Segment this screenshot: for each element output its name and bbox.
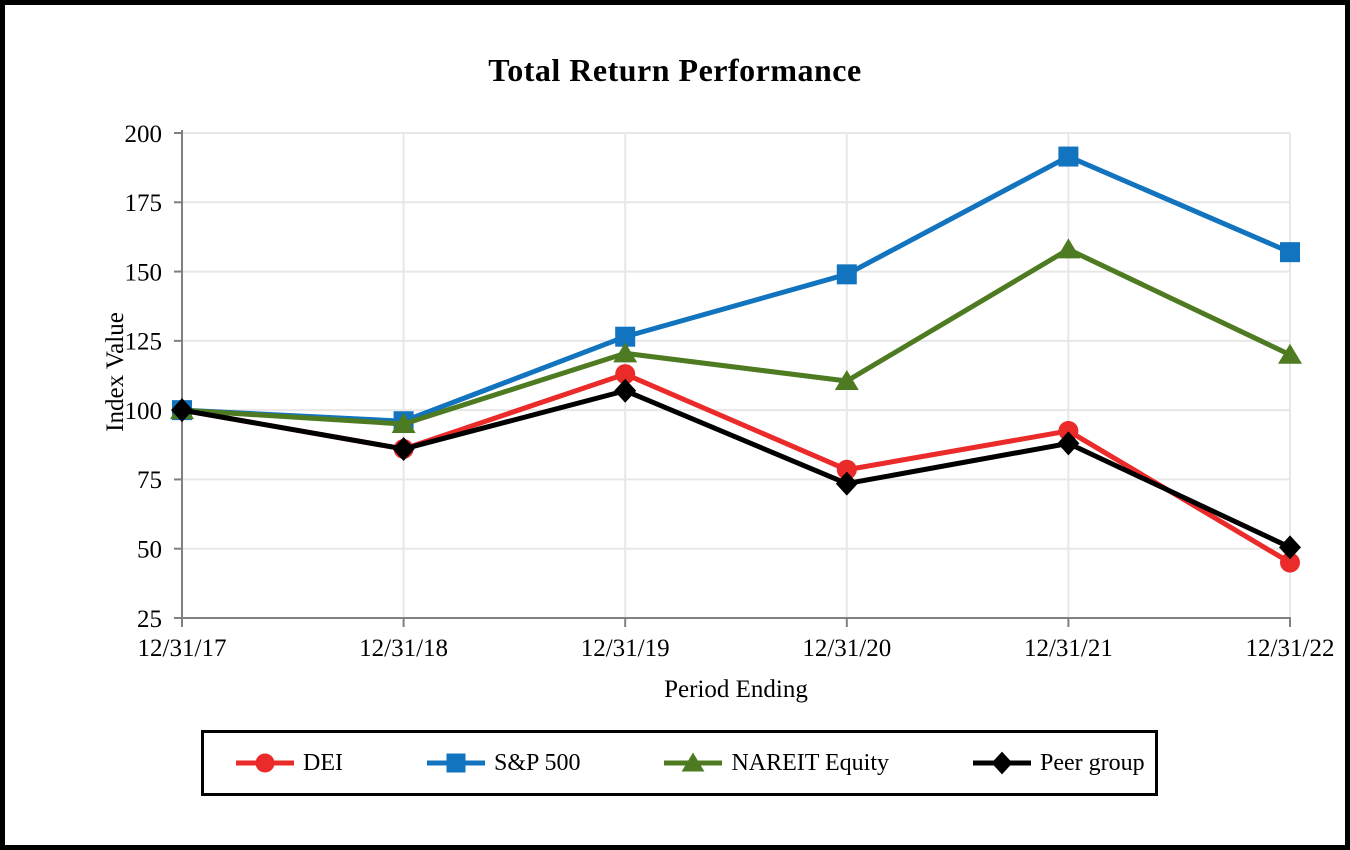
series-dei — [172, 364, 1300, 573]
x-tick-label: 12/31/18 — [359, 635, 448, 662]
y-tick-label: 125 — [125, 329, 163, 356]
marker-dei — [1058, 420, 1079, 441]
legend-item-s-p-500: S&P 500 — [426, 749, 581, 777]
marker-s-p-500 — [836, 264, 857, 285]
legend-marker-dei — [236, 753, 294, 773]
y-tick-label: 75 — [137, 467, 162, 494]
y-tick-label: 50 — [137, 536, 162, 563]
y-tick-label: 175 — [125, 190, 163, 217]
marker-s-p-500 — [1280, 242, 1300, 263]
legend-label-nareit-equity: NAREIT Equity — [731, 749, 890, 776]
marker-dei — [615, 364, 636, 385]
marker-s-p-500 — [1058, 146, 1079, 167]
marker-peer-group — [614, 378, 637, 403]
marker-dei — [836, 459, 857, 480]
series-peer-group — [171, 378, 1301, 560]
x-tick-label: 12/31/17 — [138, 635, 227, 662]
chart-title: Total Return Performance — [488, 52, 862, 88]
legend-label-peer-group: Peer group — [1040, 749, 1145, 776]
legend-label-s-p-500: S&P 500 — [493, 749, 581, 776]
legend-item-peer-group: Peer group — [973, 750, 1145, 777]
marker-nareit-equity — [1056, 238, 1081, 259]
legend-marker-shape-s-p-500 — [446, 753, 466, 773]
x-axis-title: Period Ending — [664, 676, 808, 703]
series-nareit-equity — [170, 238, 1302, 433]
marker-nareit-equity — [1278, 343, 1302, 364]
x-tick-label: 12/31/21 — [1024, 635, 1113, 662]
y-tick-label: 100 — [125, 398, 163, 425]
legend-item-dei: DEI — [236, 750, 343, 777]
series-line-nareit-equity — [179, 246, 1293, 427]
x-tick-label: 12/31/22 — [1246, 635, 1335, 662]
y-tick-label: 25 — [137, 606, 162, 633]
marker-dei — [1280, 552, 1300, 573]
x-tick-label: 12/31/20 — [802, 635, 891, 662]
legend-marker-s-p-500 — [426, 753, 485, 773]
legend-marker-nareit-equity — [664, 752, 723, 772]
x-tick-label: 12/31/19 — [581, 635, 670, 662]
marker-s-p-500 — [615, 326, 636, 347]
legend-marker-peer-group — [973, 751, 1032, 775]
y-tick-label: 200 — [125, 121, 163, 148]
marker-nareit-equity — [391, 413, 416, 433]
series-s-p-500 — [172, 146, 1300, 432]
series-line-peer-group — [179, 388, 1293, 550]
series-line-s-p-500 — [179, 154, 1293, 424]
legend-label-dei: DEI — [303, 749, 343, 776]
y-axis-title: Index Value — [102, 312, 129, 432]
marker-nareit-equity — [613, 342, 638, 363]
legend-marker-shape-peer-group — [991, 751, 1013, 775]
legend-item-nareit-equity: NAREIT Equity — [664, 750, 889, 777]
marker-peer-group — [171, 398, 193, 423]
marker-peer-group — [1279, 535, 1301, 560]
marker-peer-group — [835, 471, 858, 496]
marker-peer-group — [392, 436, 415, 461]
legend-marker-shape-nareit-equity — [682, 752, 705, 772]
marker-peer-group — [1057, 431, 1080, 456]
marker-nareit-equity — [834, 370, 859, 391]
legend-box: DEI S&P 500 NAREIT Equity Peer group — [201, 730, 1158, 796]
y-tick-label: 150 — [125, 259, 163, 286]
legend-marker-shape-dei — [255, 753, 275, 773]
